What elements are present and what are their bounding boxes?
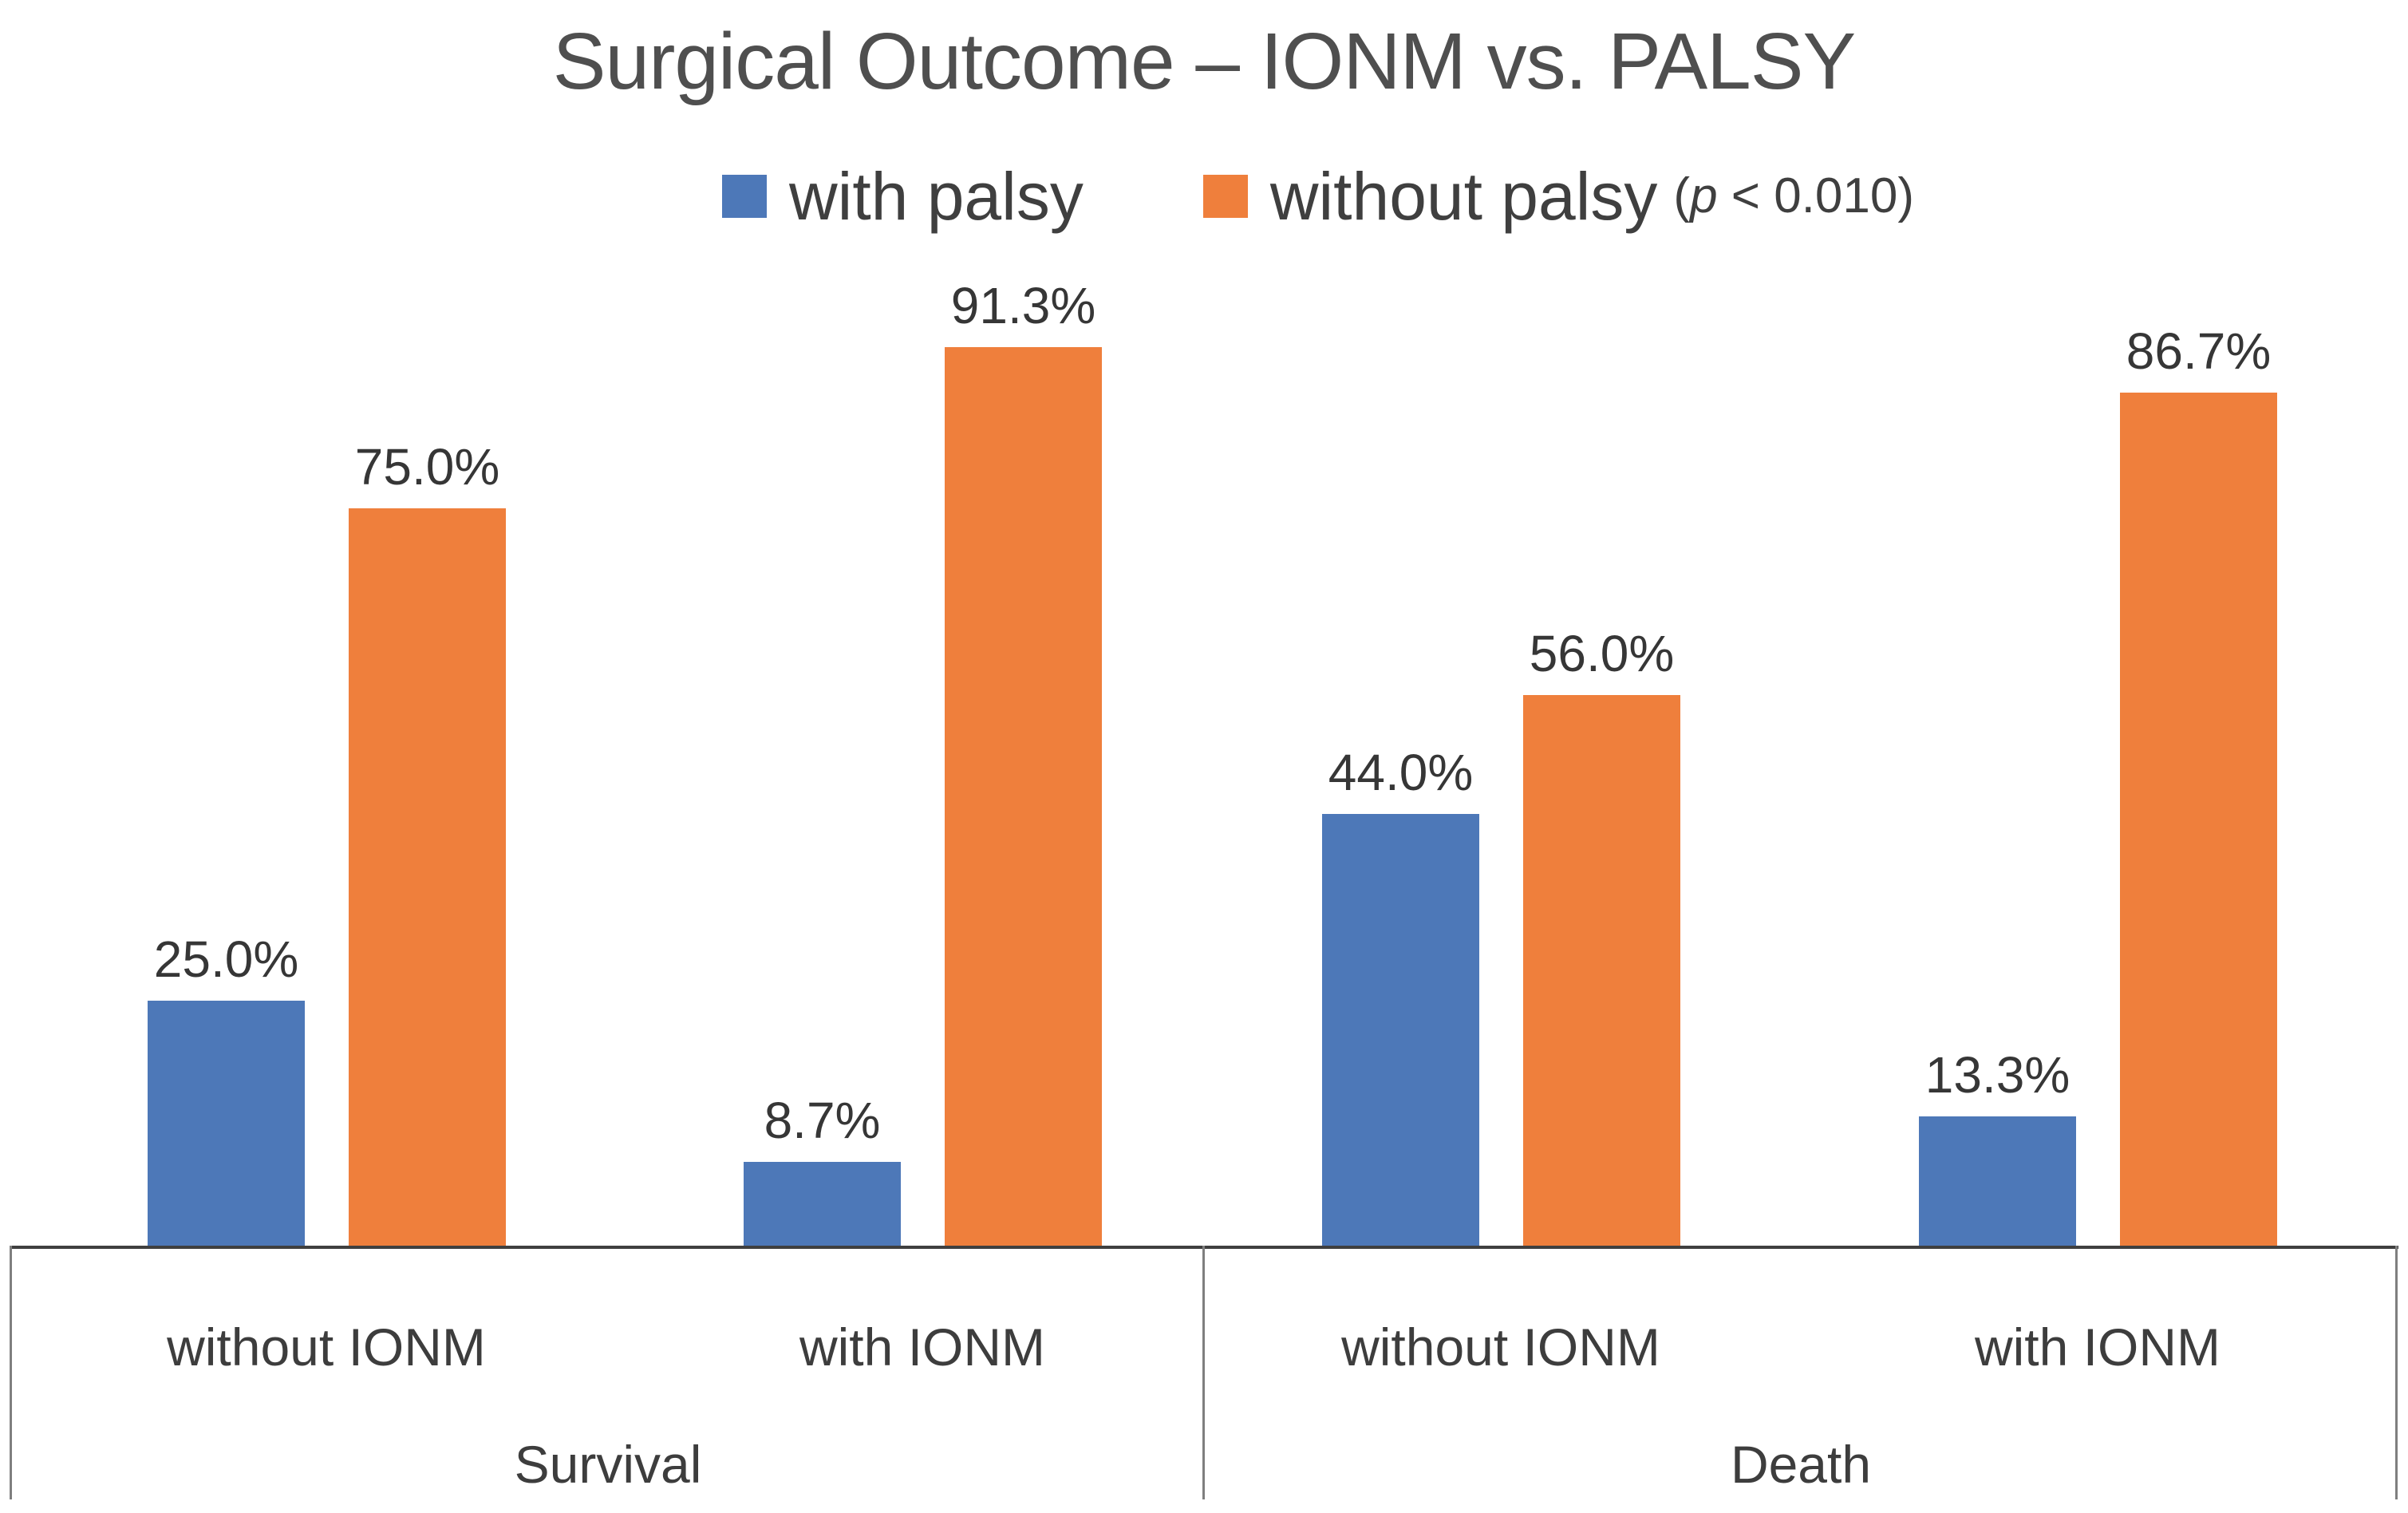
- bar-value-label: 25.0%: [153, 930, 299, 988]
- bar-without-palsy-death-without-ionm: [1523, 695, 1680, 1247]
- bar-with-palsy-death-without-ionm: [1322, 814, 1479, 1247]
- bar-value-label: 8.7%: [764, 1092, 881, 1149]
- legend: with palsy without palsy (p < 0.010): [722, 150, 1914, 243]
- bar-value-label: 56.0%: [1529, 625, 1675, 682]
- axis-divider-right: [2395, 1246, 2398, 1499]
- bar-value-label: 44.0%: [1328, 744, 1474, 801]
- axis-divider-left: [10, 1246, 12, 1499]
- bar-with-palsy-death-with-ionm: [1919, 1116, 2076, 1247]
- group-label-survival-without-ionm: without IONM: [167, 1317, 486, 1377]
- legend-swatch-with-palsy-icon: [722, 175, 767, 218]
- legend-swatch-without-palsy-icon: [1202, 175, 1248, 218]
- legend-label-without-palsy: without palsy: [1269, 159, 1658, 234]
- bar-without-palsy-survival-without-ionm: [349, 508, 506, 1247]
- axis-divider-middle: [1202, 1246, 1205, 1499]
- category-label-survival: Survival: [514, 1435, 702, 1494]
- bar-without-palsy-death-with-ionm: [2120, 393, 2277, 1247]
- legend-label-with-palsy: with palsy: [789, 159, 1084, 234]
- bar-value-label: 86.7%: [2126, 322, 2272, 380]
- legend-item-without-palsy: without palsy (p < 0.010): [1202, 159, 1915, 234]
- group-label-death-with-ionm: with IONM: [1974, 1317, 2221, 1377]
- group-label-survival-with-ionm: with IONM: [799, 1317, 1046, 1377]
- p-value-note: (p < 0.010): [1673, 168, 1915, 223]
- bar-value-label: 75.0%: [354, 438, 500, 496]
- bar-with-palsy-survival-with-ionm: [744, 1162, 901, 1247]
- legend-item-with-palsy: with palsy: [722, 163, 1084, 230]
- plot-area: 25.0% 75.0% 8.7% 91.3% 44.0% 56.0% 13.3% 86.7%: [0, 262, 2408, 1247]
- category-label-death: Death: [1730, 1435, 1872, 1494]
- bar-value-label: 13.3%: [1924, 1046, 2070, 1104]
- chart-title: Surgical Outcome – IONM vs. PALSY: [552, 17, 1856, 106]
- bar-value-label: 91.3%: [950, 277, 1096, 334]
- bar-with-palsy-survival-without-ionm: [148, 1001, 305, 1247]
- bar-without-palsy-survival-with-ionm: [945, 347, 1102, 1247]
- group-label-death-without-ionm: without IONM: [1341, 1317, 1660, 1377]
